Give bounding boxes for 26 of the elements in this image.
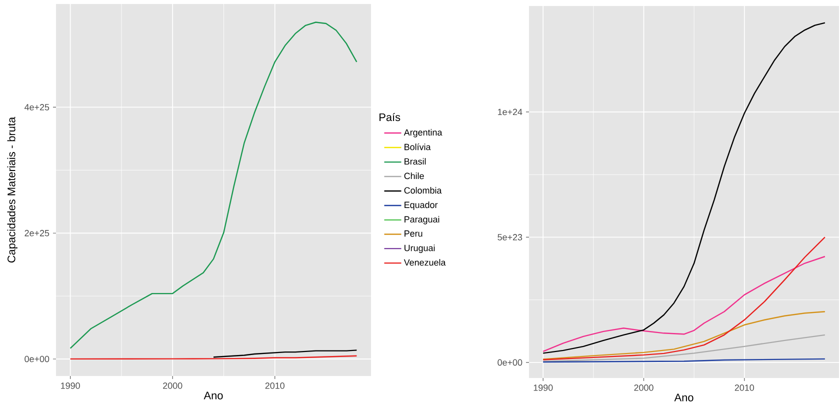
x-tick-label: 2000 [634, 384, 654, 391]
legend-label: Equador [404, 201, 438, 210]
legend-label: Peru [404, 230, 422, 237]
x-tick-label: 1990 [534, 384, 553, 391]
legend-title: País [380, 112, 400, 122]
legend-label: Paraguai [404, 216, 440, 224]
legend-label: Brasil [404, 158, 426, 165]
x-tick-label: 2010 [265, 382, 284, 389]
legend-label: Venezuela [404, 259, 446, 266]
legend-label: Bolívia [404, 143, 431, 150]
x-axis-title: Ano [674, 394, 694, 402]
x-tick-label: 2010 [734, 384, 754, 391]
y-axis-title: Capacidades Materiais - bruta [7, 116, 18, 263]
y-tick-label: 4e+25 [24, 104, 50, 110]
y-tick-label: 1e+24 [498, 108, 522, 116]
legend-label: Chile [404, 172, 424, 180]
y-tick-label: 0e+00 [24, 356, 50, 362]
legend-label: Colombia [404, 187, 442, 194]
y-tick-label: 2e+25 [24, 230, 50, 236]
x-tick-label: 2000 [163, 382, 182, 389]
legend-label: Uruguai [404, 244, 435, 253]
x-tick-label: 1990 [61, 382, 80, 389]
y-tick-label: 0e+00 [498, 359, 522, 366]
x-axis-title: Ano [204, 392, 223, 400]
y-tick-label: 5e+23 [498, 234, 522, 240]
legend-label: Argentina [404, 128, 442, 138]
